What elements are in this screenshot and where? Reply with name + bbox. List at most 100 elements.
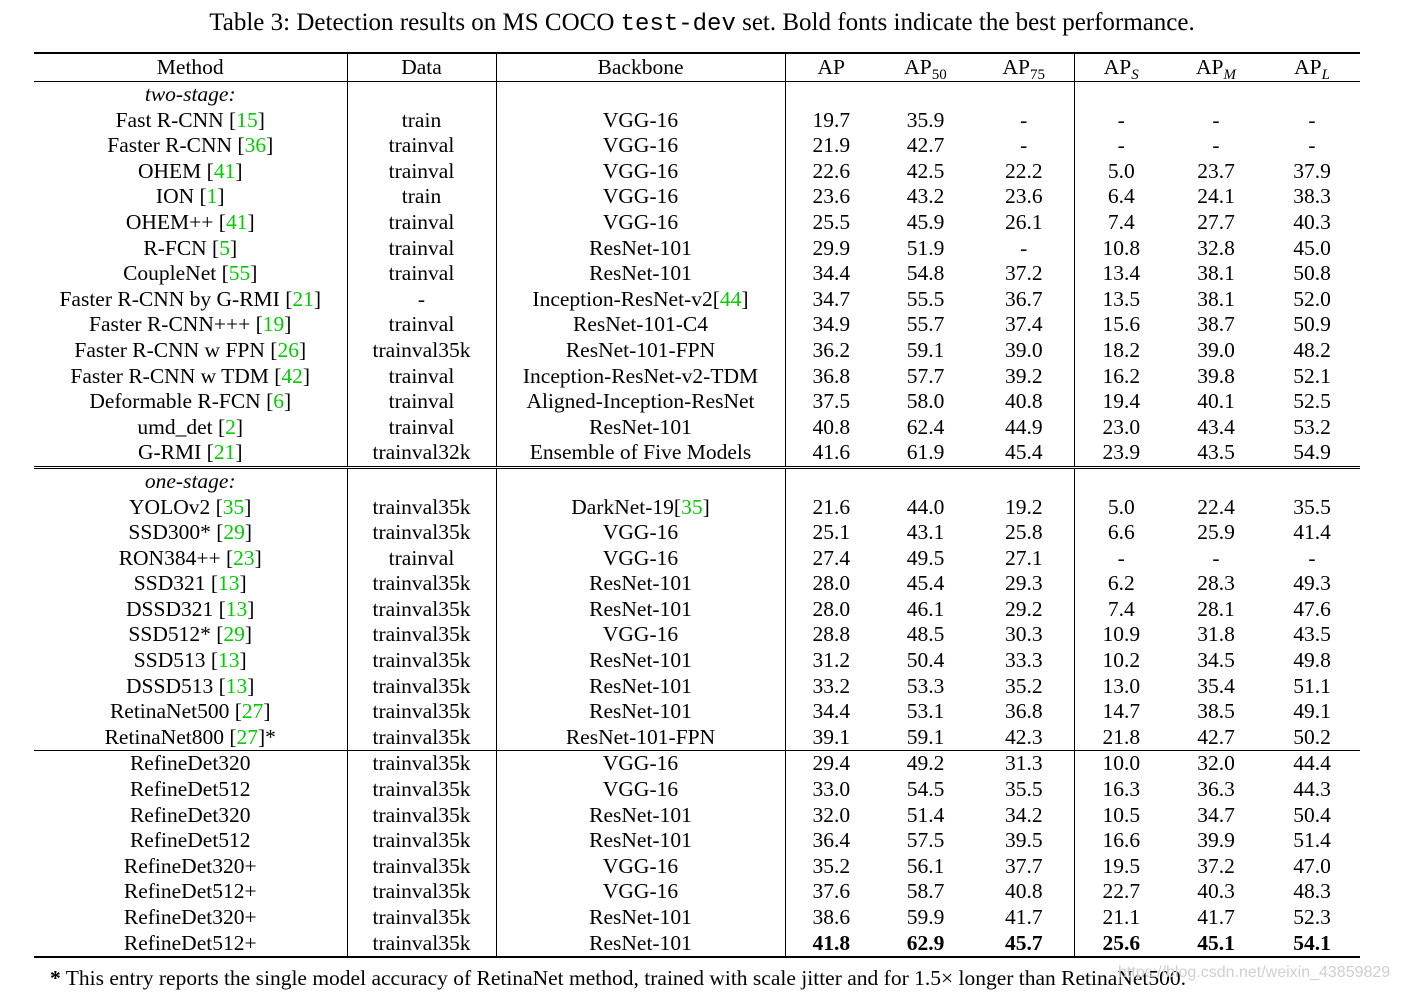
aps-cell: 23.0	[1074, 415, 1168, 441]
aps-cell: 5.0	[1074, 495, 1168, 521]
method-name: RetinaNet800 [	[104, 724, 237, 749]
method-cell: Faster R-CNN+++ [19]	[34, 312, 348, 338]
method-name: CoupleNet [	[123, 261, 229, 286]
ap50-value: 53.3	[906, 673, 945, 698]
ap75-value: 30.3	[1004, 622, 1043, 647]
data-cell: train	[347, 184, 497, 210]
data-cell: -	[347, 286, 497, 313]
apl-cell: 50.8	[1264, 261, 1360, 287]
ap-value: 21.6	[812, 494, 851, 519]
apl-cell: 35.5	[1264, 495, 1360, 521]
citation-link: 13	[225, 596, 248, 621]
header-apm-sub: M	[1223, 67, 1236, 83]
header-ap50-sub: 50	[931, 67, 947, 83]
ap50-value: 57.5	[906, 828, 945, 853]
citation-link: 21	[292, 286, 314, 311]
table-row: R-FCN [5] trainval ResNet-101 29.9 51.9-10.8…	[34, 235, 1360, 262]
ap75-cell: 42.3	[974, 724, 1075, 751]
ap75-value: 36.8	[1004, 699, 1043, 724]
ap-value: 37.6	[812, 879, 851, 904]
ap75-value: 37.2	[1004, 261, 1043, 286]
ap75-cell: 39.2	[974, 363, 1075, 390]
data-cell: trainval	[347, 545, 497, 572]
citation-close: ]	[702, 494, 710, 519]
ap-value: 36.2	[812, 337, 851, 362]
header-apl: APL	[1264, 52, 1360, 83]
citation-close: ]	[239, 571, 247, 596]
apm-value: 45.1	[1197, 930, 1235, 955]
data-cell: trainval35k	[347, 571, 497, 597]
aps-value: 13.0	[1102, 673, 1141, 698]
ap-value: 32.0	[812, 802, 851, 827]
citation-close: ]	[298, 337, 307, 362]
citation-close: ]	[217, 184, 225, 209]
ap-cell: 39.1	[785, 725, 877, 751]
ap75-value: 33.3	[1004, 648, 1043, 673]
ap-cell: 25.5	[785, 210, 877, 236]
method-cell: DSSD513 [13]	[34, 673, 348, 700]
data-cell: trainval	[347, 261, 497, 287]
citation-link: 35	[681, 494, 703, 519]
header-method: Method	[34, 52, 348, 82]
method-name: OHEM [	[137, 158, 214, 183]
citation-close: ]	[244, 494, 252, 519]
apl-cell: 50.4	[1264, 803, 1360, 829]
citation-close: ]	[244, 622, 253, 647]
backbone-cell: ResNet-101-FPN	[496, 337, 786, 364]
apl-cell: 50.9	[1264, 312, 1360, 338]
header-row: Method Data Backbone AP AP50 AP75 APS AP…	[34, 52, 1360, 83]
ap-cell: 28.0	[785, 571, 877, 597]
apl-cell: -	[1264, 133, 1360, 159]
ap50-cell: 50.4	[877, 648, 974, 674]
apm-cell: 38.7	[1168, 312, 1264, 338]
apm-cell: 22.4	[1168, 495, 1264, 521]
apm-value: 32.8	[1197, 235, 1235, 260]
ap-cell: 37.5	[785, 389, 877, 415]
backbone-cell: ResNet-101	[496, 235, 786, 262]
apm-value: 39.9	[1197, 828, 1235, 853]
ap50-value: 59.9	[906, 905, 945, 929]
apm-cell: 32.8	[1168, 236, 1264, 262]
citation-link: 35	[222, 494, 245, 519]
aps-value: 15.6	[1102, 312, 1141, 337]
ap50-value: 50.4	[906, 648, 945, 673]
method-cell: ION [1]	[34, 184, 348, 210]
backbone-cell: VGG-16	[496, 133, 786, 159]
ap75-cell: 44.9	[974, 414, 1075, 441]
ap50-value: 51.9	[906, 235, 945, 260]
aps-cell: 19.5	[1074, 854, 1168, 880]
backbone-name: VGG-16	[602, 622, 679, 647]
ap75-value: -	[1020, 107, 1028, 132]
backbone-name: VGG-16	[602, 107, 679, 132]
ap-cell: 28.8	[785, 622, 877, 648]
apm-cell: 28.3	[1168, 571, 1264, 597]
ap50-cell: 45.4	[877, 571, 974, 597]
ap75-cell: 22.2	[974, 158, 1075, 185]
apl-value: -	[1308, 545, 1316, 570]
ap50-cell: 42.5	[877, 159, 974, 185]
ap75-cell: 41.7	[974, 905, 1075, 931]
ap50-value: 55.7	[906, 312, 945, 337]
apl-value: 47.6	[1293, 596, 1331, 621]
data-cell: trainval	[347, 312, 497, 338]
apm-value: 31.8	[1197, 622, 1235, 647]
citation-link: 2	[225, 414, 236, 439]
citation-close: ]	[283, 389, 292, 414]
table-row: RefineDet320 trainval35k ResNet-101 32.0 51.…	[34, 802, 1360, 829]
table-row: Faster R-CNN w TDM [42] trainval Inception…	[34, 363, 1360, 390]
ap75-value: 39.2	[1004, 363, 1043, 388]
ap-cell: 34.4	[785, 699, 877, 725]
apl-cell: 49.3	[1264, 571, 1360, 597]
ap50-cell: 58.7	[877, 879, 974, 905]
apl-cell: -	[1264, 108, 1360, 134]
method-name: RefineDet320+	[123, 905, 257, 929]
apm-cell: 24.1	[1168, 184, 1264, 210]
aps-cell: 13.4	[1074, 261, 1168, 287]
apl-cell: 49.8	[1264, 648, 1360, 674]
citation-link: 19	[262, 312, 285, 337]
aps-value: 7.4	[1107, 209, 1135, 234]
apm-cell: 36.3	[1168, 777, 1264, 803]
apm-cell: 42.7	[1168, 725, 1264, 751]
backbone-cell: ResNet-101	[496, 905, 786, 931]
method-cell: CoupleNet [55]	[34, 261, 348, 287]
